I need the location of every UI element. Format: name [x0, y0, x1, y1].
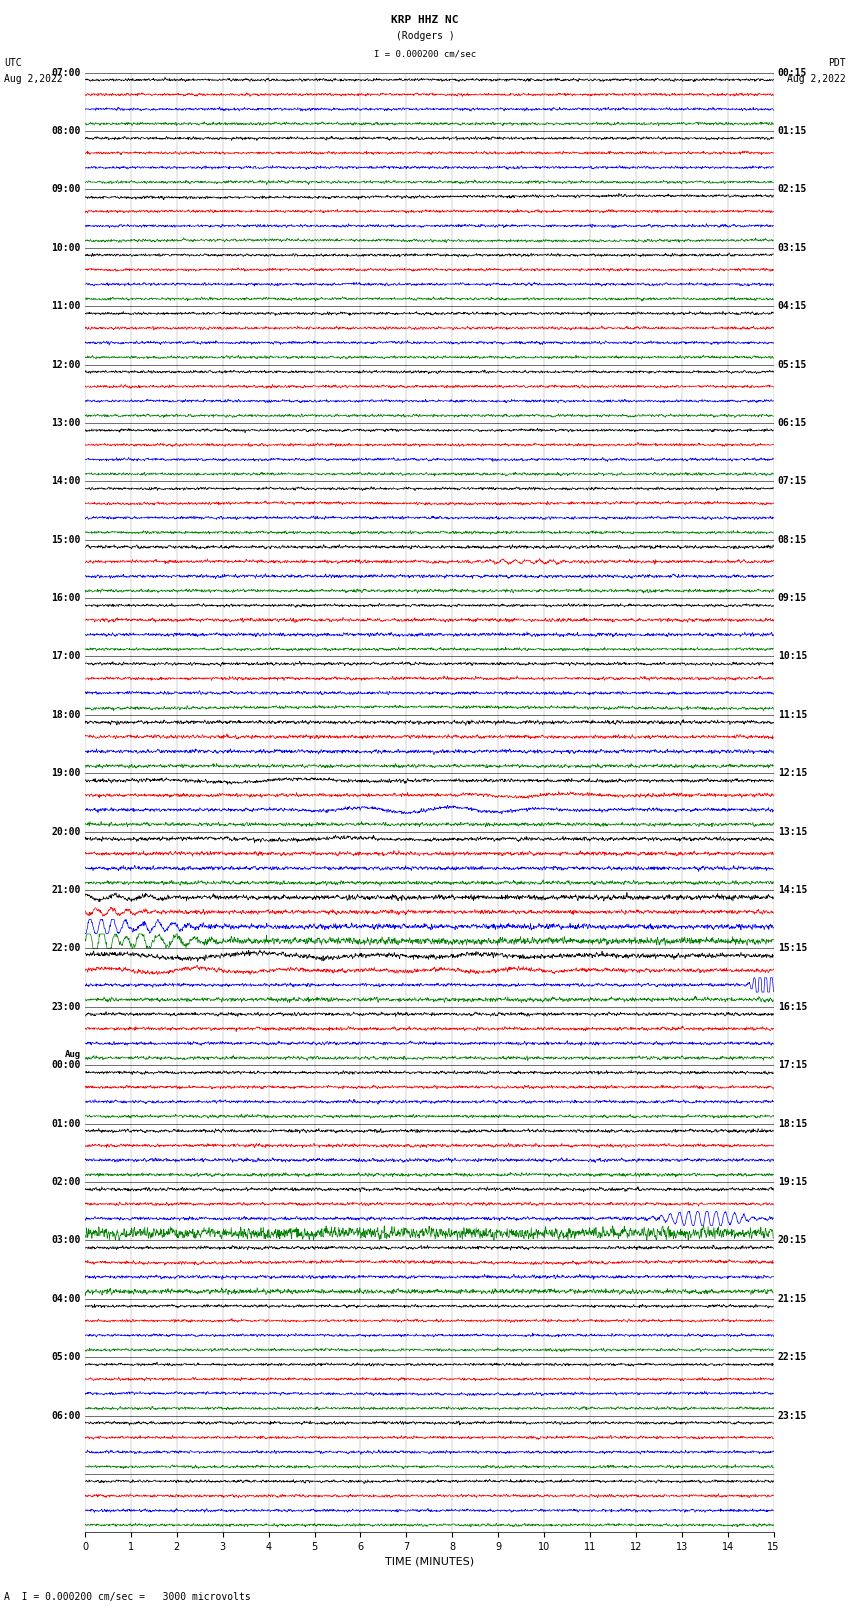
Text: 04:00: 04:00 [51, 1294, 81, 1303]
Text: 23:00: 23:00 [51, 1002, 81, 1011]
Text: 23:15: 23:15 [778, 1411, 807, 1421]
Text: 07:15: 07:15 [778, 476, 807, 486]
Text: 08:00: 08:00 [51, 126, 81, 135]
Text: 02:00: 02:00 [51, 1177, 81, 1187]
Text: 08:15: 08:15 [778, 536, 807, 545]
Text: 01:00: 01:00 [51, 1119, 81, 1129]
Text: 21:00: 21:00 [51, 886, 81, 895]
Text: 11:00: 11:00 [51, 302, 81, 311]
Text: 16:15: 16:15 [778, 1002, 807, 1011]
Text: 05:15: 05:15 [778, 360, 807, 369]
Text: I = 0.000200 cm/sec: I = 0.000200 cm/sec [374, 50, 476, 58]
Text: A  I = 0.000200 cm/sec =   3000 microvolts: A I = 0.000200 cm/sec = 3000 microvolts [4, 1592, 251, 1602]
Text: Aug: Aug [65, 1050, 81, 1058]
Text: 06:00: 06:00 [51, 1411, 81, 1421]
Text: 04:15: 04:15 [778, 302, 807, 311]
Text: 20:15: 20:15 [778, 1236, 807, 1245]
Text: Aug 2,2022: Aug 2,2022 [787, 74, 846, 84]
Text: 14:15: 14:15 [778, 886, 807, 895]
Text: 19:15: 19:15 [778, 1177, 807, 1187]
Text: 00:15: 00:15 [778, 68, 807, 77]
Text: KRP HHZ NC: KRP HHZ NC [391, 15, 459, 26]
Text: 12:15: 12:15 [778, 768, 807, 777]
Text: 15:15: 15:15 [778, 944, 807, 953]
Text: 02:15: 02:15 [778, 184, 807, 194]
Text: 22:15: 22:15 [778, 1352, 807, 1361]
Text: 06:15: 06:15 [778, 418, 807, 427]
Text: 16:00: 16:00 [51, 594, 81, 603]
Text: 17:00: 17:00 [51, 652, 81, 661]
X-axis label: TIME (MINUTES): TIME (MINUTES) [385, 1557, 473, 1566]
Text: 01:15: 01:15 [778, 126, 807, 135]
Text: 17:15: 17:15 [778, 1060, 807, 1069]
Text: 18:00: 18:00 [51, 710, 81, 719]
Text: 12:00: 12:00 [51, 360, 81, 369]
Text: 21:15: 21:15 [778, 1294, 807, 1303]
Text: 09:15: 09:15 [778, 594, 807, 603]
Text: 13:15: 13:15 [778, 827, 807, 837]
Text: 07:00: 07:00 [51, 68, 81, 77]
Text: 13:00: 13:00 [51, 418, 81, 427]
Text: PDT: PDT [828, 58, 846, 68]
Text: 18:15: 18:15 [778, 1119, 807, 1129]
Text: 03:00: 03:00 [51, 1236, 81, 1245]
Text: Aug 2,2022: Aug 2,2022 [4, 74, 63, 84]
Text: 15:00: 15:00 [51, 536, 81, 545]
Text: 00:00: 00:00 [51, 1060, 81, 1069]
Text: 14:00: 14:00 [51, 476, 81, 486]
Text: 10:15: 10:15 [778, 652, 807, 661]
Text: 20:00: 20:00 [51, 827, 81, 837]
Text: 09:00: 09:00 [51, 184, 81, 194]
Text: 19:00: 19:00 [51, 768, 81, 777]
Text: 05:00: 05:00 [51, 1352, 81, 1361]
Text: (Rodgers ): (Rodgers ) [395, 31, 455, 42]
Text: 10:00: 10:00 [51, 244, 81, 253]
Text: UTC: UTC [4, 58, 22, 68]
Text: 22:00: 22:00 [51, 944, 81, 953]
Text: 03:15: 03:15 [778, 244, 807, 253]
Text: 11:15: 11:15 [778, 710, 807, 719]
